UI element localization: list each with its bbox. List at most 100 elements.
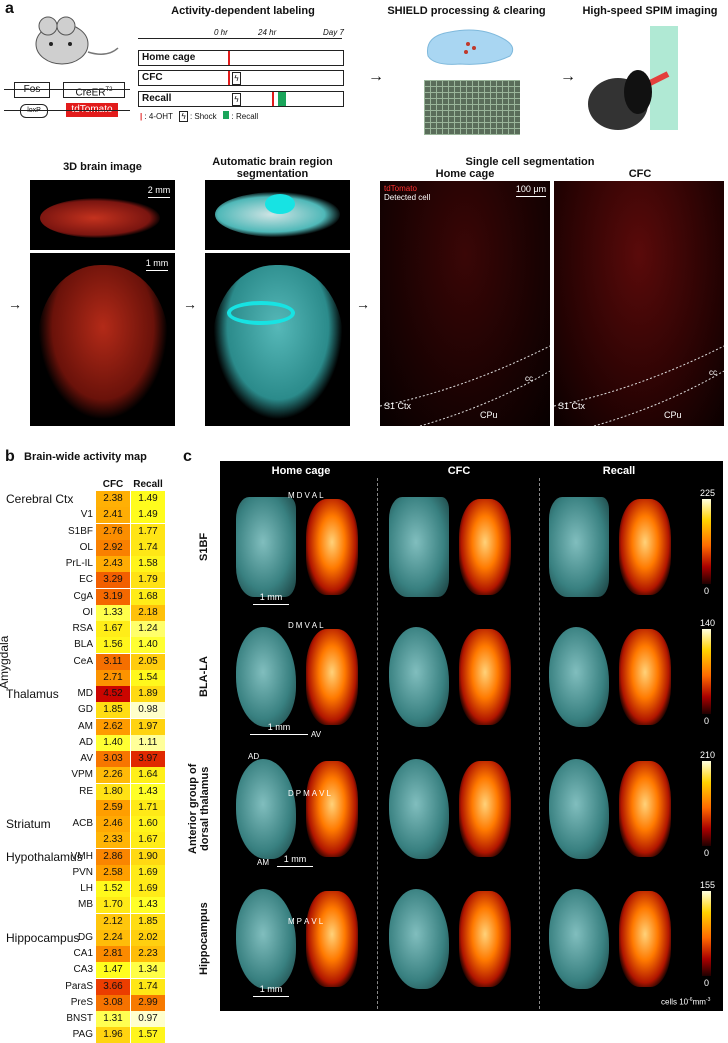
heatmap-row-label: RSA <box>72 623 93 634</box>
axis-letter: V <box>304 491 310 500</box>
heatmap-cell-recall: 1.85 <box>131 913 165 930</box>
axis-letter: L <box>326 789 331 798</box>
panel-b-title: Brain-wide activity map <box>24 451 147 463</box>
heatmap-row-label: PrL-IL <box>65 558 93 569</box>
creer-sup: T2 <box>105 87 113 93</box>
heatmap-cell-cfc: 2.41 <box>96 507 130 524</box>
timeline-cfc-label: CFC <box>142 72 163 83</box>
brain3d-sagittal-image: 2 mm <box>30 180 175 250</box>
segmentation-coronal-image <box>205 253 350 426</box>
heatmap-cell-cfc: 1.40 <box>96 734 130 751</box>
heatmap-cell-recall: 1.11 <box>131 734 165 751</box>
heatmap-cell-recall: 1.74 <box>131 978 165 995</box>
colorbar <box>702 891 711 976</box>
density-heatmap <box>306 761 358 857</box>
panel-b-label: b <box>5 448 15 465</box>
units-tail-exp: -3 <box>705 997 711 1003</box>
heatmap-cell-cfc: 2.81 <box>96 946 130 962</box>
row-label: S1BF <box>198 532 210 562</box>
colorbar-max: 140 <box>700 618 716 628</box>
heatmap-cell-recall: 1.34 <box>131 962 165 979</box>
density-heatmap <box>619 761 671 857</box>
arrow-right-icon: → <box>356 296 370 312</box>
legend-4oht: : 4-OHT <box>144 112 173 121</box>
heatmap-cell-cfc: 2.92 <box>96 539 130 556</box>
heatmap-row-label: S1BF <box>67 525 93 537</box>
axis-letter: A <box>311 789 318 798</box>
cleared-tissue-grid <box>424 80 520 135</box>
timeline-home-cage-label: Home cage <box>142 52 196 63</box>
heatmap-cell-recall: 1.79 <box>131 572 165 589</box>
timeline-recall: Recall ϟ <box>138 91 344 107</box>
legend-recall: : Recall <box>231 112 259 121</box>
brain3d-title: 3D brain image <box>63 161 142 173</box>
colorbar-min: 0 <box>704 586 710 596</box>
timeline-recall-label: Recall <box>142 93 172 104</box>
heatmap-cell-cfc: 1.70 <box>96 897 130 914</box>
scalebar-100um <box>516 196 546 197</box>
legend-tdtomato: tdTomato <box>384 184 417 193</box>
scalebar-1mm <box>146 270 168 271</box>
scalebar-1mm <box>277 866 313 867</box>
cfc-subtitle: CFC <box>628 168 652 180</box>
heatmap-cell-recall: 3.97 <box>131 751 165 767</box>
heatmap-cell-cfc: 1.33 <box>96 604 130 621</box>
heatmap-cell-recall: 1.43 <box>131 897 165 914</box>
single-cell-home-cage-image: tdTomato Detected cell 100 μm cc S1 Ctx … <box>380 181 550 426</box>
activity-labeling-title: Activity-dependent labeling <box>171 5 315 17</box>
density-heatmap <box>619 891 671 987</box>
recall-marker <box>278 92 286 106</box>
cc-label: cc <box>709 368 717 377</box>
heatmap-row-label: PreS <box>70 996 93 1008</box>
region-3d-render <box>236 627 296 727</box>
creer-box: CreERT2 <box>63 82 125 98</box>
heatmap-cell-cfc: 4.52 <box>96 686 130 702</box>
axis-letter: M <box>303 789 310 798</box>
heatmap-cell-recall: 1.67 <box>131 832 165 849</box>
panel-a-label: a <box>5 0 14 17</box>
scalebar-1mm <box>253 604 289 605</box>
region-3d-render <box>549 889 609 989</box>
axis-letter: M <box>288 917 295 926</box>
heatmap-cell-recall: 1.69 <box>131 881 165 897</box>
heatmap-cell-cfc: 3.66 <box>96 978 130 995</box>
heatmap-group-label: Thalamus <box>6 687 59 701</box>
region-3d-render <box>389 759 449 859</box>
heatmap-row-label: CeA <box>73 655 93 667</box>
scalebar-2mm <box>148 197 170 198</box>
s1ctx-label: S1 Ctx <box>384 401 412 411</box>
heatmap-cell-cfc: 2.46 <box>96 816 130 832</box>
heatmap-cell-recall: 1.57 <box>131 1027 165 1043</box>
heatmap-cell-cfc: 1.67 <box>96 621 130 637</box>
heatmap-row-label: LH <box>80 883 93 894</box>
heatmap-row-label: DG <box>78 931 93 943</box>
heatmap-cell-recall: 1.97 <box>131 718 165 735</box>
heatmap-row-label: VPM <box>71 769 93 781</box>
region-3d-render <box>389 497 449 597</box>
colorbar <box>702 629 711 714</box>
heatmap-row-label: OL <box>79 541 93 553</box>
tdtomato-label: tdTomato <box>71 104 113 115</box>
axis-letter: M <box>288 491 295 500</box>
col-header-recall: Recall <box>133 479 163 490</box>
axis-letter: P <box>295 789 302 798</box>
heatmap-row-label: RE <box>79 785 93 797</box>
thalamus-region-av: AV <box>311 730 322 739</box>
heatmap-row-label: GD <box>78 704 93 716</box>
heatmap-cell-cfc: 3.03 <box>96 751 130 767</box>
axis-letter: D <box>296 491 303 500</box>
col-header-recall: Recall <box>602 465 636 477</box>
scalebar-1mm <box>250 734 308 735</box>
timeline-axis <box>138 38 342 39</box>
heatmap-group-label: Striatum <box>6 817 51 831</box>
shock-marker: ϟ <box>232 93 241 106</box>
home-cage-subtitle: Home cage <box>435 168 495 180</box>
heatmap-row-label: AM <box>78 720 93 732</box>
heatmap-cell-recall: 1.69 <box>131 864 165 881</box>
heatmap-cell-recall: 2.18 <box>131 604 165 621</box>
density-heatmap <box>459 761 511 857</box>
heatmap-row-label: OI <box>82 606 93 618</box>
heatmap-cell-cfc: 2.33 <box>96 832 130 849</box>
scalebar-1mm-label: 1 mm <box>267 722 291 732</box>
axis-letter: D <box>288 789 294 798</box>
